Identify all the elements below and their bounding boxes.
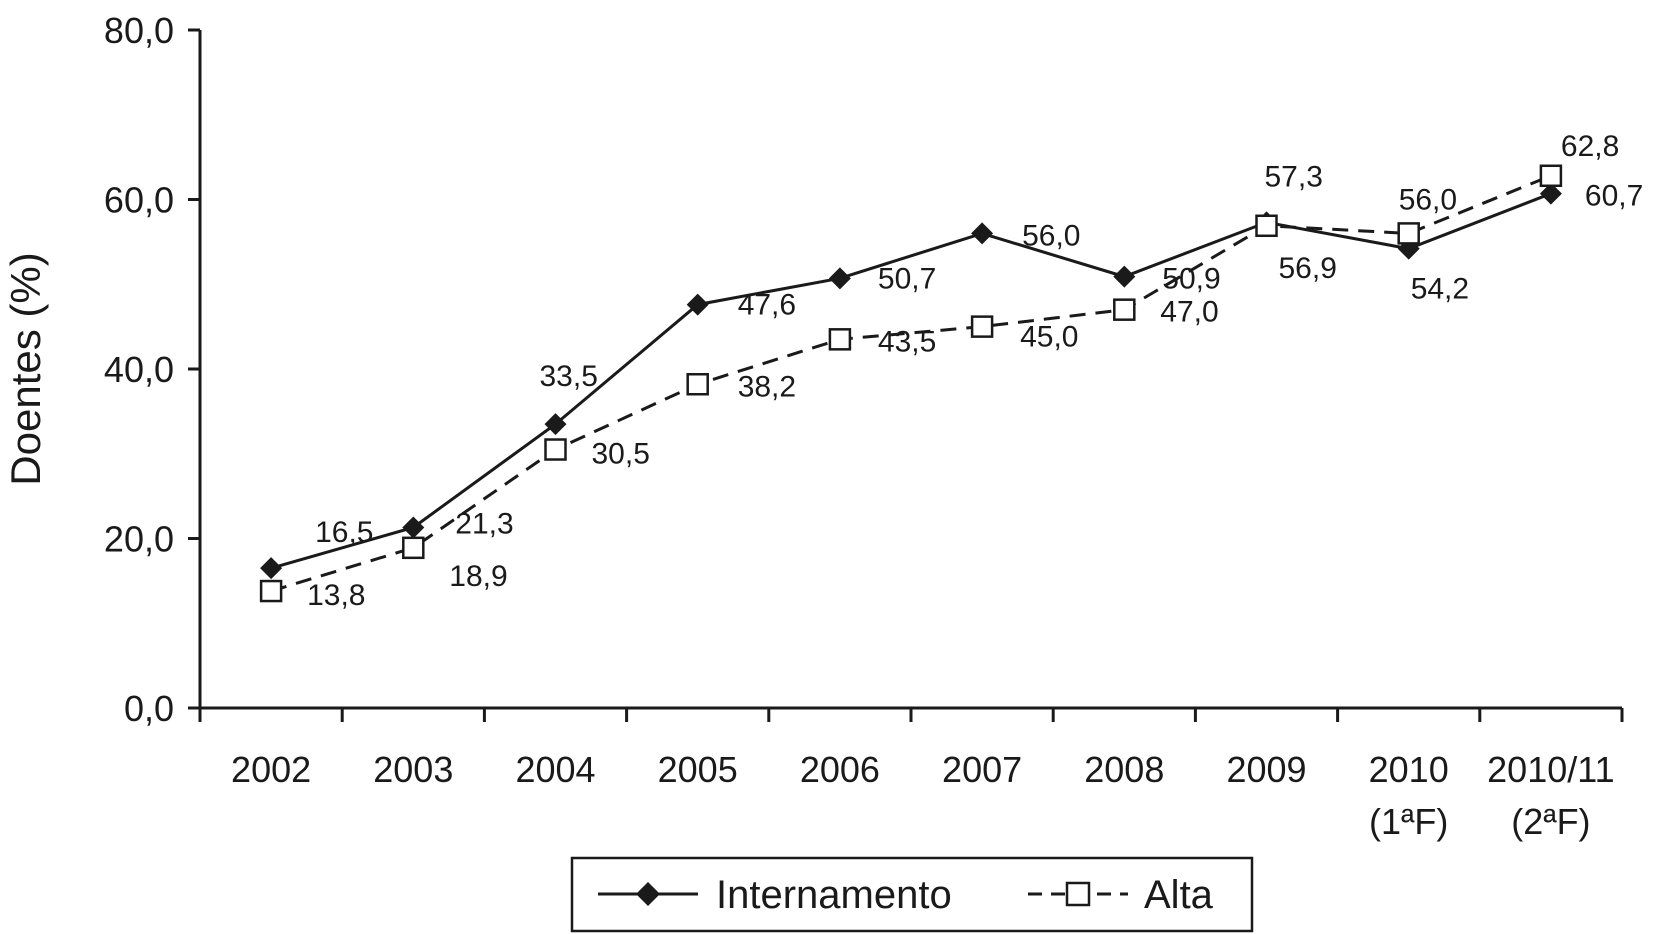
point-alta (1113, 298, 1136, 321)
series-layer (259, 164, 1563, 603)
point-internamento (971, 222, 994, 245)
data-label-internamento: 60,7 (1585, 180, 1643, 213)
data-label-alta: 38,2 (738, 370, 796, 403)
x-tick-label: 2005 (658, 749, 738, 790)
point-internamento (260, 557, 283, 580)
data-labels: 16,5 21,3 33,5 47,6 50,7 56,0 50,9 57,3 54,2 60,7… (307, 130, 1643, 612)
legend-marker-internamento (636, 882, 660, 906)
data-label-alta: 43,5 (878, 325, 936, 358)
y-tick-label: 0,0 (124, 688, 174, 729)
legend-marker-alta (1065, 881, 1091, 907)
data-label-alta: 56,9 (1279, 252, 1337, 285)
legend: Internamento Alta (570, 856, 1254, 933)
point-alta (402, 536, 425, 560)
point-alta (1255, 214, 1278, 238)
point-alta (1539, 164, 1563, 188)
point-alta (1397, 222, 1420, 245)
point-alta (259, 579, 283, 603)
point-alta (686, 373, 709, 396)
data-label-alta: 13,8 (307, 579, 365, 612)
point-alta (970, 315, 994, 338)
data-label-internamento: 16,5 (315, 516, 373, 549)
y-tick-label: 40,0 (104, 349, 174, 390)
data-label-internamento: 57,3 (1265, 160, 1323, 193)
point-alta (828, 328, 852, 351)
y-axis-title: Doentes (%) (2, 252, 49, 485)
data-label-alta: 18,9 (449, 560, 507, 593)
x-tick-label: 2002 (231, 749, 311, 790)
data-label-alta: 56,0 (1399, 183, 1457, 216)
legend-label-internamento: Internamento (716, 873, 952, 917)
y-tick-label: 20,0 (104, 519, 174, 560)
point-internamento (686, 293, 709, 316)
x-tick-label: 2003 (373, 749, 453, 790)
data-label-alta: 47,0 (1160, 296, 1218, 329)
data-label-internamento: 33,5 (540, 360, 598, 393)
x-tick-label: 2007 (942, 749, 1022, 790)
x-tick-label: 2009 (1226, 749, 1306, 790)
point-internamento (402, 516, 425, 539)
point-internamento (828, 267, 851, 290)
y-tick-label: 80,0 (104, 10, 174, 51)
data-label-internamento: 21,3 (455, 507, 513, 540)
data-label-internamento: 47,6 (738, 289, 796, 322)
data-label-alta: 45,0 (1020, 321, 1078, 354)
axes: 0,0 20,0 40,0 60,0 80,0 2002 2003 2004 2005 2006 2… (2, 10, 1624, 842)
x-tick-label: 2010 (1369, 749, 1449, 790)
x-tick-label: 2008 (1084, 749, 1164, 790)
data-label-internamento: 50,9 (1162, 263, 1220, 296)
point-alta (544, 438, 567, 461)
point-internamento (544, 413, 567, 436)
data-label-internamento: 54,2 (1411, 273, 1469, 306)
data-label-internamento: 56,0 (1022, 219, 1080, 252)
x-tick-label: 2006 (800, 749, 880, 790)
x-tick-label-line2: (1ªF) (1369, 801, 1448, 842)
data-label-alta: 30,5 (592, 438, 650, 471)
x-tick-label: 2010/11 (1487, 749, 1614, 790)
data-label-internamento: 50,7 (878, 262, 936, 295)
point-internamento (1113, 265, 1136, 288)
y-tick-label: 60,0 (104, 180, 174, 221)
legend-label-alta: Alta (1144, 873, 1214, 917)
data-label-alta: 62,8 (1561, 130, 1619, 163)
x-tick-label-line2: (2ªF) (1511, 801, 1590, 842)
x-tick-label: 2004 (515, 749, 595, 790)
series-line-alta (270, 174, 1552, 593)
series-line-internamento (270, 192, 1552, 570)
point-internamento (1539, 182, 1562, 205)
